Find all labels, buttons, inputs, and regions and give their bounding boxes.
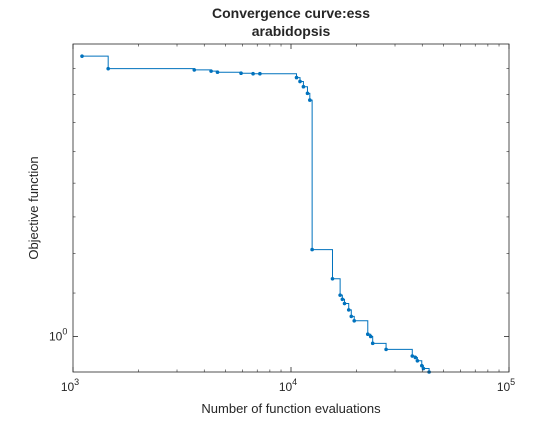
data-point (258, 71, 262, 76)
data-point (352, 319, 357, 323)
data-point (310, 247, 314, 252)
data-point (106, 66, 110, 71)
ticks-layer: 103 104 105 100 (49, 44, 515, 394)
y-axis-label: Objective function (26, 156, 41, 259)
data-point (330, 276, 335, 281)
data-point (251, 71, 255, 76)
data-point (239, 71, 243, 76)
chart-title-line-1: Convergence curve:ess (212, 5, 370, 21)
x-tick-label: 103 (61, 377, 79, 394)
data-point (80, 54, 84, 58)
data-point (415, 359, 420, 363)
data-point (413, 355, 418, 360)
data-point (365, 332, 370, 337)
data-point (384, 347, 388, 352)
data-point (349, 314, 354, 319)
data-point (215, 70, 220, 74)
data-point (346, 308, 351, 312)
data-point (298, 79, 302, 84)
data-point (209, 69, 213, 73)
data-point (342, 301, 347, 306)
y-tick-label: 100 (49, 326, 67, 343)
data-point (305, 91, 310, 96)
data-point (301, 84, 306, 89)
data-point (410, 354, 415, 358)
plot-area (73, 44, 509, 372)
x-tick-label: 105 (497, 377, 515, 394)
x-axis-label: Number of function evaluations (201, 401, 381, 416)
chart-title-line-2: arabidopsis (252, 23, 331, 39)
data-point (368, 334, 373, 339)
data-point (421, 366, 426, 371)
axes-box (72, 43, 510, 373)
data-point (308, 98, 312, 102)
data-point (340, 297, 345, 302)
series-layer (80, 54, 431, 374)
data-point (370, 341, 375, 346)
data-point (419, 363, 424, 368)
data-point (338, 293, 342, 297)
data-point (294, 75, 299, 80)
x-tick-label: 104 (279, 377, 297, 394)
data-point (192, 68, 197, 72)
